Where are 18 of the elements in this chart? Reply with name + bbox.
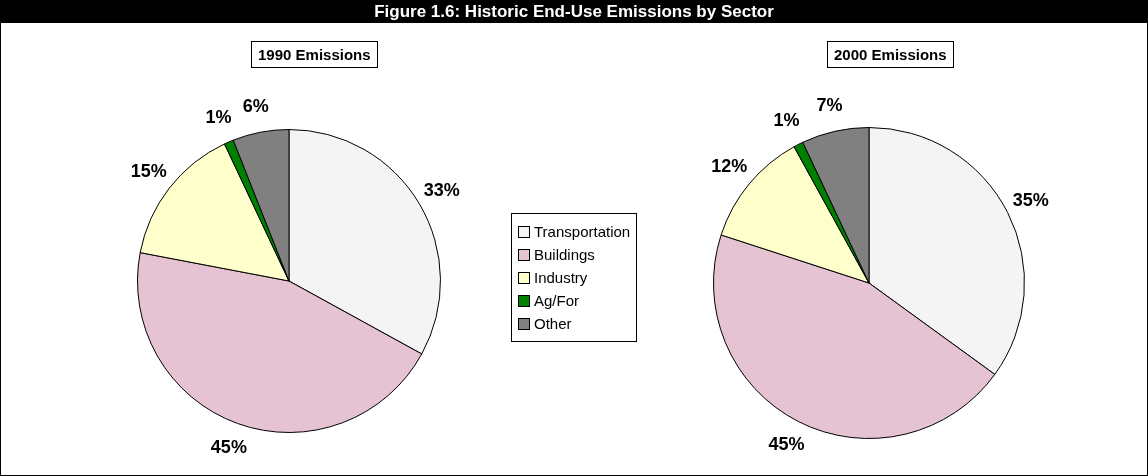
chart-title: 1990 Emissions (251, 41, 378, 68)
data-label: 35% (1012, 189, 1049, 210)
data-label: 1% (205, 107, 232, 128)
legend-label: Buildings (534, 245, 595, 265)
data-label: 1% (773, 110, 800, 131)
legend-label: Other (534, 314, 572, 334)
data-label: 7% (816, 94, 843, 115)
data-label: 45% (210, 436, 247, 457)
chart-title: 2000 Emissions (827, 41, 954, 68)
data-label: 33% (423, 179, 460, 200)
legend-label: Transportation (534, 222, 631, 242)
legend-label: Ag/For (534, 291, 580, 311)
data-label: 6% (242, 95, 269, 116)
data-label: 45% (768, 433, 805, 454)
data-label: 12% (711, 156, 748, 177)
text: Figure 1.6: Historic End-Use Emissions by Sector (1, 1, 1147, 23)
data-label: 15% (130, 161, 167, 182)
legend-label: Industry (534, 268, 588, 288)
